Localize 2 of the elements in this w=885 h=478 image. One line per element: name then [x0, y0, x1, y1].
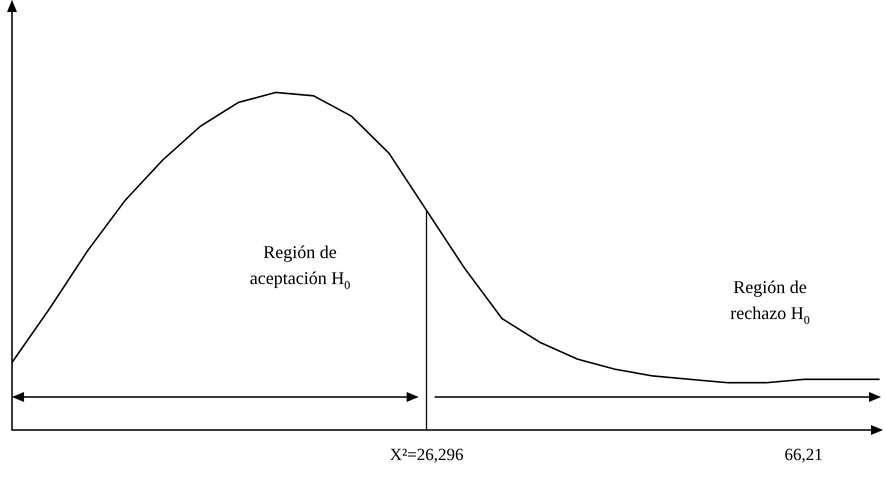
x-tick-label: 66,21	[784, 445, 823, 464]
x-tick-label: X²=26,296	[390, 445, 464, 464]
